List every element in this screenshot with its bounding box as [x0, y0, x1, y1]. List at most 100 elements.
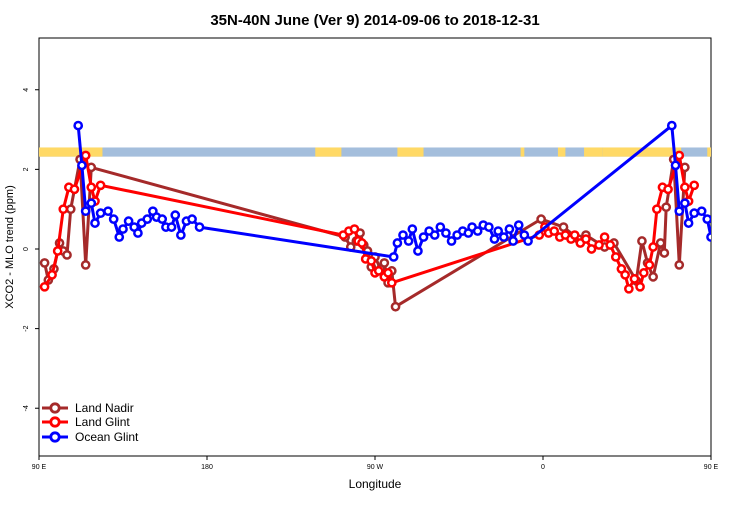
- data-point-land-nadir-19: [379, 258, 390, 268]
- surface-band-land-2: [397, 147, 424, 157]
- legend-marker-ocean-glint: [49, 431, 61, 443]
- data-point-ocean-glint-34: [435, 222, 446, 232]
- data-point-land-nadir-32: [648, 272, 658, 282]
- data-point-land-nadir-35: [661, 202, 672, 213]
- data-point-land-glint-2: [52, 246, 63, 256]
- data-point-land-glint-42: [638, 268, 649, 278]
- data-point-land-glint-21: [386, 277, 397, 288]
- chart-title: 35N-40N June (Ver 9) 2014-09-06 to 2018-…: [210, 12, 539, 29]
- data-point-ocean-glint-5: [95, 208, 106, 219]
- data-point-ocean-glint-17: [157, 214, 168, 224]
- x-tick-label-180: 180: [201, 464, 213, 471]
- surface-band-land-5: [584, 147, 603, 157]
- data-point-ocean-glint-44: [489, 234, 500, 244]
- data-point-ocean-glint-35: [441, 228, 451, 238]
- legend-item-land-glint: Land Glint: [42, 415, 130, 429]
- data-point-land-glint-45: [652, 204, 662, 215]
- data-point-land-glint-36: [610, 252, 621, 262]
- data-point-land-glint-43: [644, 260, 655, 270]
- data-point-ocean-glint-46: [498, 232, 509, 242]
- data-point-land-glint-44: [648, 242, 658, 252]
- data-point-ocean-glint-54: [674, 206, 685, 217]
- data-point-land-nadir-30: [637, 236, 647, 246]
- data-point-ocean-glint-1: [77, 160, 87, 171]
- series-land-glint: [39, 150, 700, 294]
- data-point-ocean-glint-31: [418, 232, 429, 242]
- legend-label-ocean-glint: Ocean Glint: [75, 430, 139, 444]
- data-point-ocean-glint-28: [403, 236, 414, 246]
- data-point-land-nadir-34: [659, 248, 670, 258]
- legend-item-ocean-glint: Ocean Glint: [42, 430, 139, 444]
- data-point-ocean-glint-47: [504, 224, 515, 234]
- data-point-land-nadir-37: [674, 260, 685, 270]
- data-point-land-glint-39: [624, 283, 634, 294]
- data-point-ocean-glint-24: [194, 222, 205, 232]
- data-point-ocean-glint-8: [114, 232, 125, 242]
- data-point-ocean-glint-49: [513, 220, 524, 230]
- data-point-ocean-glint-6: [103, 206, 113, 217]
- data-point-ocean-glint-20: [170, 210, 181, 221]
- x-tick-label-90-e: 90 E: [704, 464, 719, 471]
- data-point-ocean-glint-36: [446, 236, 457, 246]
- data-point-ocean-glint-57: [689, 208, 700, 219]
- legend-marker-land-nadir: [49, 402, 61, 414]
- y-axis-label: XCO2 - MLO trend (ppm): [4, 185, 16, 308]
- data-point-ocean-glint-26: [392, 238, 403, 248]
- x-tick-label-90-e: 90 E: [32, 464, 47, 471]
- data-point-land-glint-6: [80, 150, 91, 161]
- legend-marker-land-glint: [49, 416, 61, 428]
- data-point-land-nadir-23: [536, 214, 546, 224]
- data-point-ocean-glint-27: [398, 230, 408, 240]
- data-point-ocean-glint-58: [696, 206, 707, 217]
- data-point-land-glint-18: [373, 266, 384, 276]
- data-point-ocean-glint-21: [176, 230, 186, 240]
- data-point-land-glint-5: [69, 184, 80, 195]
- data-point-land-glint-12: [349, 224, 360, 234]
- data-point-land-nadir-33: [655, 238, 666, 248]
- data-point-land-nadir-0: [39, 258, 50, 268]
- surface-band-land-3: [520, 147, 525, 157]
- data-point-land-glint-7: [86, 182, 97, 193]
- data-point-land-glint-1: [47, 270, 57, 280]
- data-point-ocean-glint-25: [388, 252, 399, 262]
- data-point-ocean-glint-59: [702, 214, 711, 224]
- data-point-ocean-glint-19: [166, 222, 177, 232]
- data-point-ocean-glint-23: [187, 214, 197, 224]
- data-point-land-glint-32: [586, 244, 597, 254]
- data-point-land-glint-41: [635, 281, 645, 292]
- data-point-ocean-glint-4: [90, 218, 100, 228]
- data-point-ocean-glint-41: [472, 226, 483, 236]
- data-point-land-nadir-6: [65, 204, 76, 215]
- x-tick-label-0: 0: [541, 464, 545, 471]
- data-point-land-nadir-5: [62, 250, 72, 260]
- y-tick-label-0: 0: [23, 247, 30, 251]
- x-tick-label-90-w: 90 W: [367, 464, 384, 471]
- data-point-land-glint-29: [569, 230, 580, 240]
- surface-band-land-0: [39, 147, 103, 157]
- data-point-ocean-glint-56: [683, 218, 694, 228]
- legend-item-land-nadir: Land Nadir: [42, 401, 134, 415]
- data-point-ocean-glint-30: [413, 246, 423, 256]
- data-point-ocean-glint-52: [666, 120, 677, 131]
- data-point-ocean-glint-33: [429, 230, 440, 240]
- data-point-land-glint-47: [663, 184, 673, 195]
- y-tick-label-4: 4: [23, 88, 30, 92]
- data-point-land-glint-49: [680, 182, 690, 193]
- legend-label-land-glint: Land Glint: [75, 415, 130, 429]
- data-point-ocean-glint-53: [670, 160, 681, 171]
- data-point-land-nadir-22: [390, 301, 401, 312]
- y-tick-label-4: -4: [23, 405, 30, 411]
- surface-band-land-4: [557, 147, 566, 157]
- legend: Land Nadir Land Glint Ocean Glint: [42, 401, 139, 444]
- data-point-land-glint-40: [629, 273, 640, 284]
- axes: 90 E 180 90 W 0 90 E -4 -2 0 2 4: [23, 88, 719, 471]
- data-point-ocean-glint-61: [709, 225, 711, 233]
- series-lines: [39, 120, 711, 312]
- data-point-ocean-glint-29: [407, 224, 418, 234]
- data-point-ocean-glint-55: [680, 198, 690, 209]
- data-point-ocean-glint-7: [108, 214, 119, 224]
- data-point-land-glint-14: [357, 238, 367, 248]
- data-point-ocean-glint-3: [86, 198, 97, 209]
- data-point-land-glint-38: [620, 270, 630, 280]
